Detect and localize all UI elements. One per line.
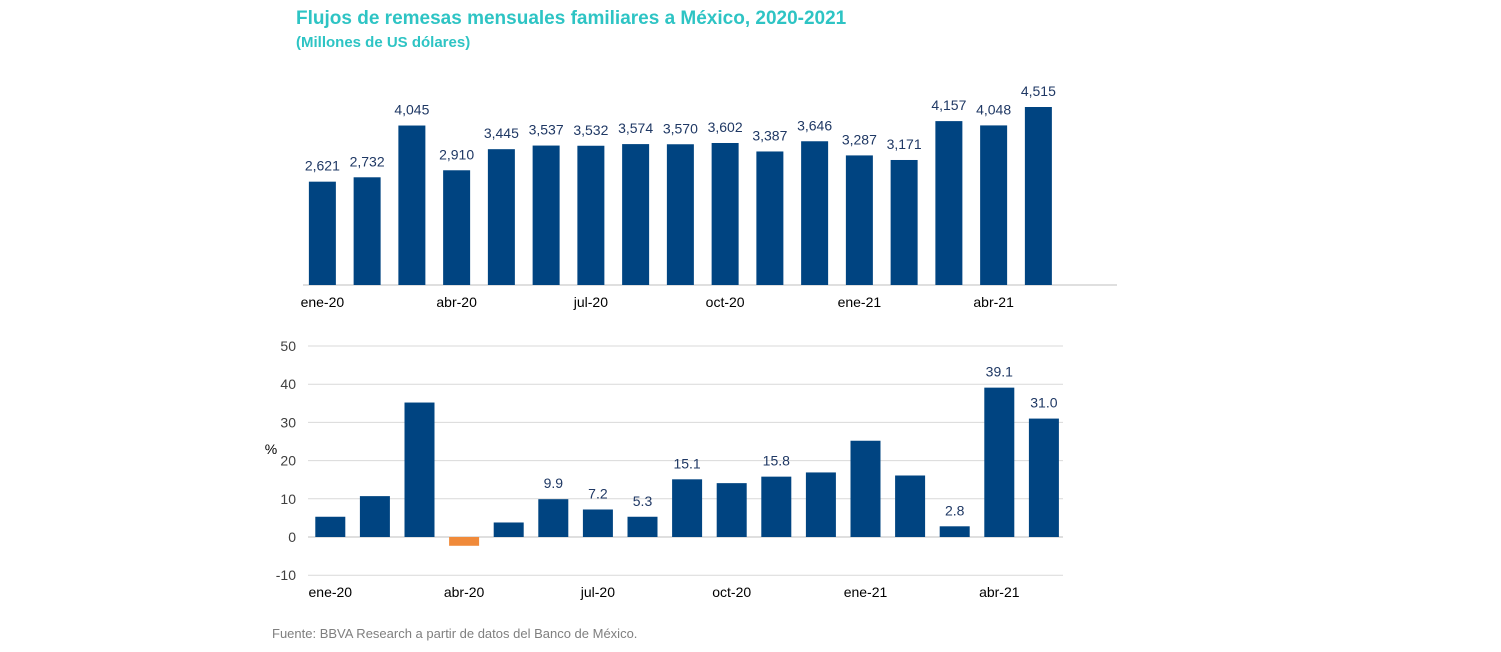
data-label-abr-21: 4,048 (976, 101, 1011, 117)
y-tick-label-40: 40 (280, 376, 296, 392)
data-label-may-20: 3,445 (484, 125, 519, 141)
bar-may-20 (493, 522, 524, 537)
x-tick-label-oct-20: oct-20 (712, 584, 751, 600)
x-tick-label-ene-21: ene-21 (838, 294, 882, 310)
x-tick-label-jul-20: jul-20 (580, 584, 615, 600)
data-label-jun-20: 3,537 (529, 122, 564, 138)
data-label-sep-20: 15.1 (673, 455, 700, 471)
x-tick-label-jul-20: jul-20 (573, 294, 608, 310)
bar-mar-21 (935, 121, 963, 285)
data-label-ago-20: 5.3 (633, 493, 653, 509)
y-tick-label--10: -10 (276, 567, 296, 583)
x-tick-label-abr-20: abr-20 (436, 294, 477, 310)
source-note: Fuente: BBVA Research a partir de datos … (272, 626, 638, 641)
data-label-may-21: 31.0 (1030, 395, 1057, 411)
data-label-jul-20: 3,532 (573, 122, 608, 138)
bar-sep-20 (666, 144, 694, 285)
bar-ago-20 (627, 516, 658, 537)
y-tick-label-10: 10 (280, 491, 296, 507)
bar-jun-20 (538, 499, 569, 537)
data-label-jun-20: 9.9 (544, 475, 564, 491)
bar-dic-20 (801, 141, 829, 285)
bar-mar-21 (939, 526, 970, 537)
data-label-sep-20: 3,570 (663, 120, 698, 136)
x-tick-label-abr-21: abr-21 (973, 294, 1014, 310)
bar-feb-21 (890, 159, 918, 285)
bar-oct-20 (711, 142, 739, 285)
bar-abr-21 (984, 387, 1015, 537)
data-label-jul-20: 7.2 (588, 485, 608, 501)
chart-title: Flujos de remesas mensuales familiares a… (296, 8, 847, 29)
data-label-mar-21: 4,157 (931, 97, 966, 113)
x-tick-label-abr-20: abr-20 (444, 584, 485, 600)
bar-ago-20 (622, 144, 650, 285)
data-label-abr-20: 2,910 (439, 146, 474, 162)
bar-ene-21 (850, 440, 881, 537)
chart-subtitle: (Millones de US dólares) (296, 34, 471, 51)
data-label-nov-20: 15.8 (763, 453, 790, 469)
data-label-oct-20: 3,602 (708, 119, 743, 135)
bar-ene-20 (315, 516, 346, 537)
bar-jul-20 (577, 145, 605, 285)
data-label-nov-20: 3,387 (752, 127, 787, 143)
data-label-ago-20: 3,574 (618, 120, 653, 136)
bar-dic-20 (805, 472, 836, 537)
bar-nov-20 (761, 476, 792, 537)
y-tick-label-0: 0 (288, 529, 296, 545)
bar-sep-20 (672, 479, 703, 537)
y-tick-label-30: 30 (280, 414, 296, 430)
bar-may-21 (1024, 107, 1052, 285)
bar-mar-20 (398, 125, 426, 285)
bar-ene-20 (308, 181, 336, 285)
x-tick-label-abr-21: abr-21 (979, 584, 1020, 600)
data-label-feb-21: 3,171 (887, 136, 922, 152)
bar-may-20 (487, 149, 515, 285)
bar-feb-20 (359, 496, 390, 537)
bar-may-21 (1028, 418, 1059, 537)
bar-mar-20 (404, 402, 435, 537)
data-label-abr-21: 39.1 (986, 364, 1013, 380)
data-label-mar-21: 2.8 (945, 502, 965, 518)
bar-feb-21 (895, 475, 926, 537)
data-label-dic-20: 3,646 (797, 117, 832, 133)
bar-ene-21 (845, 155, 873, 285)
data-label-feb-20: 2,732 (350, 153, 385, 169)
bar-oct-20 (716, 483, 747, 537)
x-tick-label-ene-20: ene-20 (301, 294, 345, 310)
remittances-bar-chart: 2,621 2,732 4,045 2,910 3,445 3,537 3,532 3,574… (301, 83, 1117, 310)
x-tick-label-ene-20: ene-20 (309, 584, 353, 600)
bar-abr-20 (449, 537, 480, 546)
bar-nov-20 (756, 151, 784, 285)
y-tick-label-50: 50 (280, 338, 296, 354)
bar-feb-20 (353, 177, 381, 285)
y-axis-label: % (265, 441, 277, 457)
x-tick-label-ene-21: ene-21 (844, 584, 888, 600)
data-label-mar-20: 4,045 (394, 102, 429, 118)
bar-jul-20 (582, 509, 613, 537)
data-label-may-21: 4,515 (1021, 83, 1056, 99)
x-tick-label-oct-20: oct-20 (706, 294, 745, 310)
bar-abr-20 (443, 170, 471, 285)
bar-abr-21 (980, 125, 1008, 285)
data-label-ene-21: 3,287 (842, 131, 877, 147)
bar-jun-20 (532, 145, 560, 285)
y-tick-label-20: 20 (280, 453, 296, 469)
data-label-ene-20: 2,621 (305, 158, 340, 174)
